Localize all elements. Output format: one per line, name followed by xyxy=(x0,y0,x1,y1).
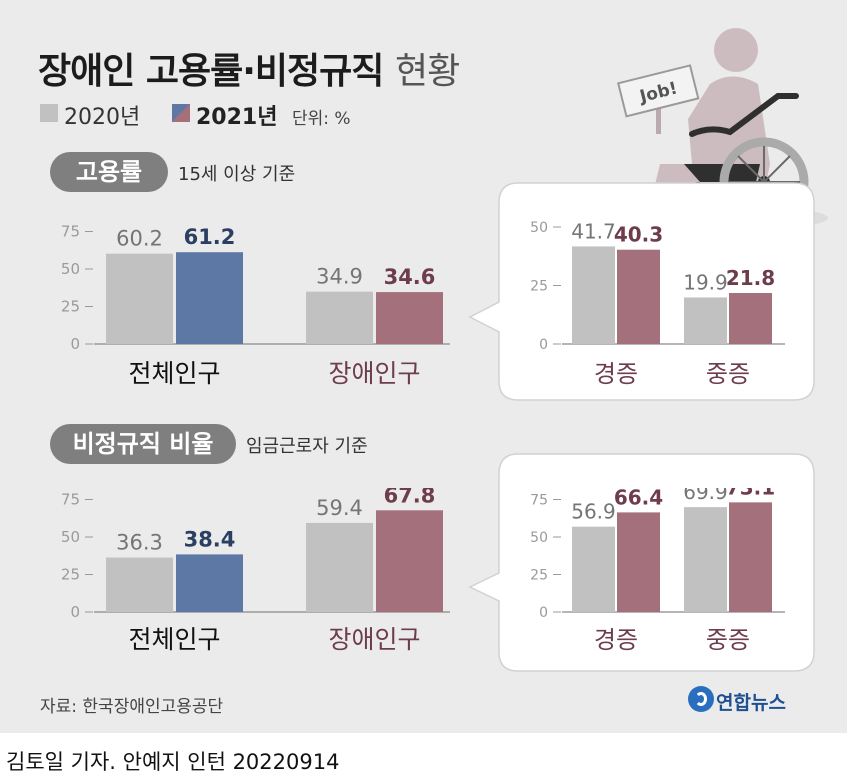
y-tick-label: 0 xyxy=(70,335,80,353)
bar-value-label: 67.8 xyxy=(384,488,436,507)
y-tick-label: 0 xyxy=(539,605,548,621)
bar-2020 xyxy=(572,526,615,612)
category-label: 장애인구 xyxy=(328,625,420,654)
bar-value-label: 38.4 xyxy=(184,527,236,551)
bar-value-label: 61.2 xyxy=(184,225,236,249)
bar-2020 xyxy=(684,507,727,612)
chart-employment-main: 0 25 50 75 60.2 61.2 전체인구 34.9 34.6 장애인구 xyxy=(61,223,450,388)
bar-2021 xyxy=(617,249,660,344)
bar-2021 xyxy=(176,252,243,344)
y-tick-label: 50 xyxy=(530,530,548,546)
y-tick-label: 25 xyxy=(61,298,80,316)
person-head-icon xyxy=(714,28,758,72)
category-label: 중증 xyxy=(706,626,750,654)
chart-nonregular-disabled: 0 25 50 75 56.966.4 경증 69.973.1 중증 xyxy=(530,488,785,654)
bar-value-label: 56.9 xyxy=(571,500,616,524)
bar-value-label: 34.9 xyxy=(316,265,363,289)
person-body-icon xyxy=(688,76,770,164)
bar-value-label: 59.4 xyxy=(316,496,363,520)
yonhap-logo-icon xyxy=(688,686,714,712)
category-label: 전체인구 xyxy=(128,359,220,388)
bar-value-label: 34.6 xyxy=(384,265,436,289)
y-tick-label: 0 xyxy=(70,603,80,621)
bar-value-label: 66.4 xyxy=(614,488,663,509)
y-tick-label: 75 xyxy=(61,223,80,241)
job-sign-icon: Job! xyxy=(617,64,700,118)
bar-value-label: 69.9 xyxy=(683,488,728,504)
unit-label: 단위: % xyxy=(292,109,351,129)
wheelchair-frame-icon xyxy=(689,93,799,137)
legend-2020-swatch xyxy=(40,104,58,122)
bar-2021 xyxy=(617,512,660,612)
bar-value-label: 21.8 xyxy=(726,266,775,290)
title-bold: 장애인 고용률·비정규직 xyxy=(38,51,384,92)
section-pill-nonregular: 비정규직 비율 xyxy=(50,424,236,464)
bar-value-label: 36.3 xyxy=(116,531,163,555)
bar-value-label: 40.3 xyxy=(614,223,663,247)
bar-2020 xyxy=(106,557,173,612)
bar-2020 xyxy=(572,246,615,344)
yonhap-logo-text: 연합뉴스 xyxy=(716,692,786,714)
bar-value-label: 73.1 xyxy=(726,488,775,499)
footer-band xyxy=(0,733,847,781)
y-tick-label: 50 xyxy=(61,528,80,546)
bar-value-label: 60.2 xyxy=(116,227,163,251)
legend-2021-swatch xyxy=(172,104,190,122)
category-label: 경증 xyxy=(594,626,638,654)
bar-2021 xyxy=(376,510,443,612)
category-label: 전체인구 xyxy=(128,625,220,654)
legend-2020-label: 2020년 xyxy=(64,105,141,130)
section-basis-nonregular: 임금근로자 기준 xyxy=(246,436,368,457)
category-label: 중증 xyxy=(706,360,750,388)
y-tick-label: 50 xyxy=(61,260,80,278)
bar-2021 xyxy=(376,292,443,344)
chart-nonregular-main: 0 25 50 75 36.3 38.4 전체인구 59.4 67.8 장애인구 xyxy=(61,488,450,654)
category-label: 장애인구 xyxy=(328,359,420,388)
byline: 김토일 기자. 안예지 인턴 20220914 xyxy=(6,750,340,774)
bar-2020 xyxy=(106,253,173,344)
title-light: 현황 xyxy=(394,51,460,92)
bar-2021 xyxy=(729,292,772,344)
bar-2020 xyxy=(306,522,373,612)
y-tick-label: 50 xyxy=(530,220,548,236)
y-tick-label: 25 xyxy=(530,279,548,295)
bar-2020 xyxy=(306,291,373,344)
bar-2021 xyxy=(729,502,772,612)
bar-2020 xyxy=(684,297,727,344)
section-basis-employment: 15세 이상 기준 xyxy=(178,164,296,185)
y-tick-label: 0 xyxy=(539,337,548,353)
y-tick-label: 25 xyxy=(530,568,548,584)
section-pill-employment: 고용률 xyxy=(50,152,168,192)
chart-employment-disabled: 0 25 50 41.740.3 경증 19.921.8 중증 xyxy=(530,220,785,388)
y-tick-label: 25 xyxy=(61,566,80,584)
category-label: 경증 xyxy=(594,360,638,388)
page-title: 장애인 고용률·비정규직 현황 xyxy=(38,42,460,94)
y-tick-label: 75 xyxy=(530,493,548,509)
bar-value-label: 19.9 xyxy=(683,270,728,294)
y-tick-label: 75 xyxy=(61,491,80,509)
bar-value-label: 41.7 xyxy=(571,220,616,243)
legend-2021-label: 2021년 xyxy=(196,105,278,130)
bar-2021 xyxy=(176,554,243,612)
source-note: 자료: 한국장애인고용공단 xyxy=(40,697,224,717)
